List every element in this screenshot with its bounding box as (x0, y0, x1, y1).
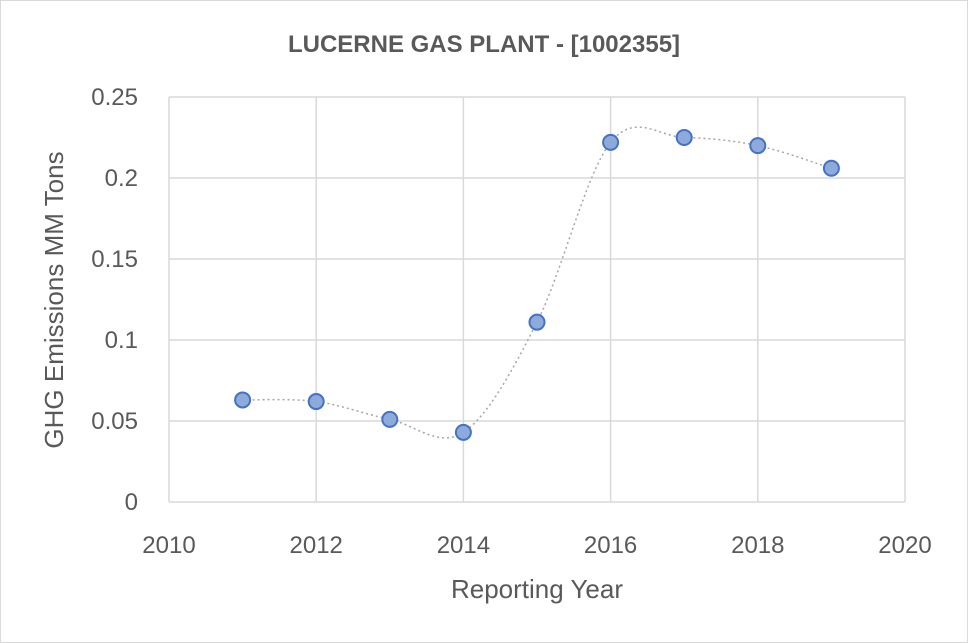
x-tick-label: 2010 (142, 532, 195, 559)
x-tick-labels: 2010 2012 2014 2016 2018 2020 (142, 532, 931, 559)
y-tick-label: 0.2 (105, 165, 138, 192)
data-point (307, 393, 325, 411)
y-tick-label: 0.05 (91, 408, 138, 435)
data-point (749, 137, 767, 155)
y-tick-label: 0.15 (91, 246, 138, 273)
data-point (822, 159, 840, 177)
x-axis-label: Reporting Year (451, 574, 623, 604)
y-tick-label: 0 (125, 489, 138, 516)
data-point (528, 313, 546, 331)
data-point (381, 410, 399, 428)
y-axis-label: GHG Emissions MM Tons (39, 151, 69, 448)
chart-title: LUCERNE GAS PLANT - [1002355] (288, 31, 680, 58)
y-tick-label: 0.25 (91, 84, 138, 111)
x-tick-label: 2020 (878, 532, 931, 559)
x-tick-label: 2012 (290, 532, 343, 559)
y-tick-label: 0.1 (105, 327, 138, 354)
data-point (602, 133, 620, 151)
gridlines (168, 96, 906, 503)
data-point (234, 391, 252, 409)
data-point (454, 423, 472, 441)
series-line (242, 126, 832, 439)
data-point (675, 129, 693, 146)
series-markers (234, 129, 840, 441)
y-tick-labels: 0 0.05 0.1 0.15 0.2 0.25 (91, 84, 138, 516)
x-tick-label: 2018 (731, 532, 784, 559)
x-tick-label: 2014 (437, 532, 490, 559)
x-tick-label: 2016 (584, 532, 637, 559)
series-line-group (242, 126, 832, 439)
